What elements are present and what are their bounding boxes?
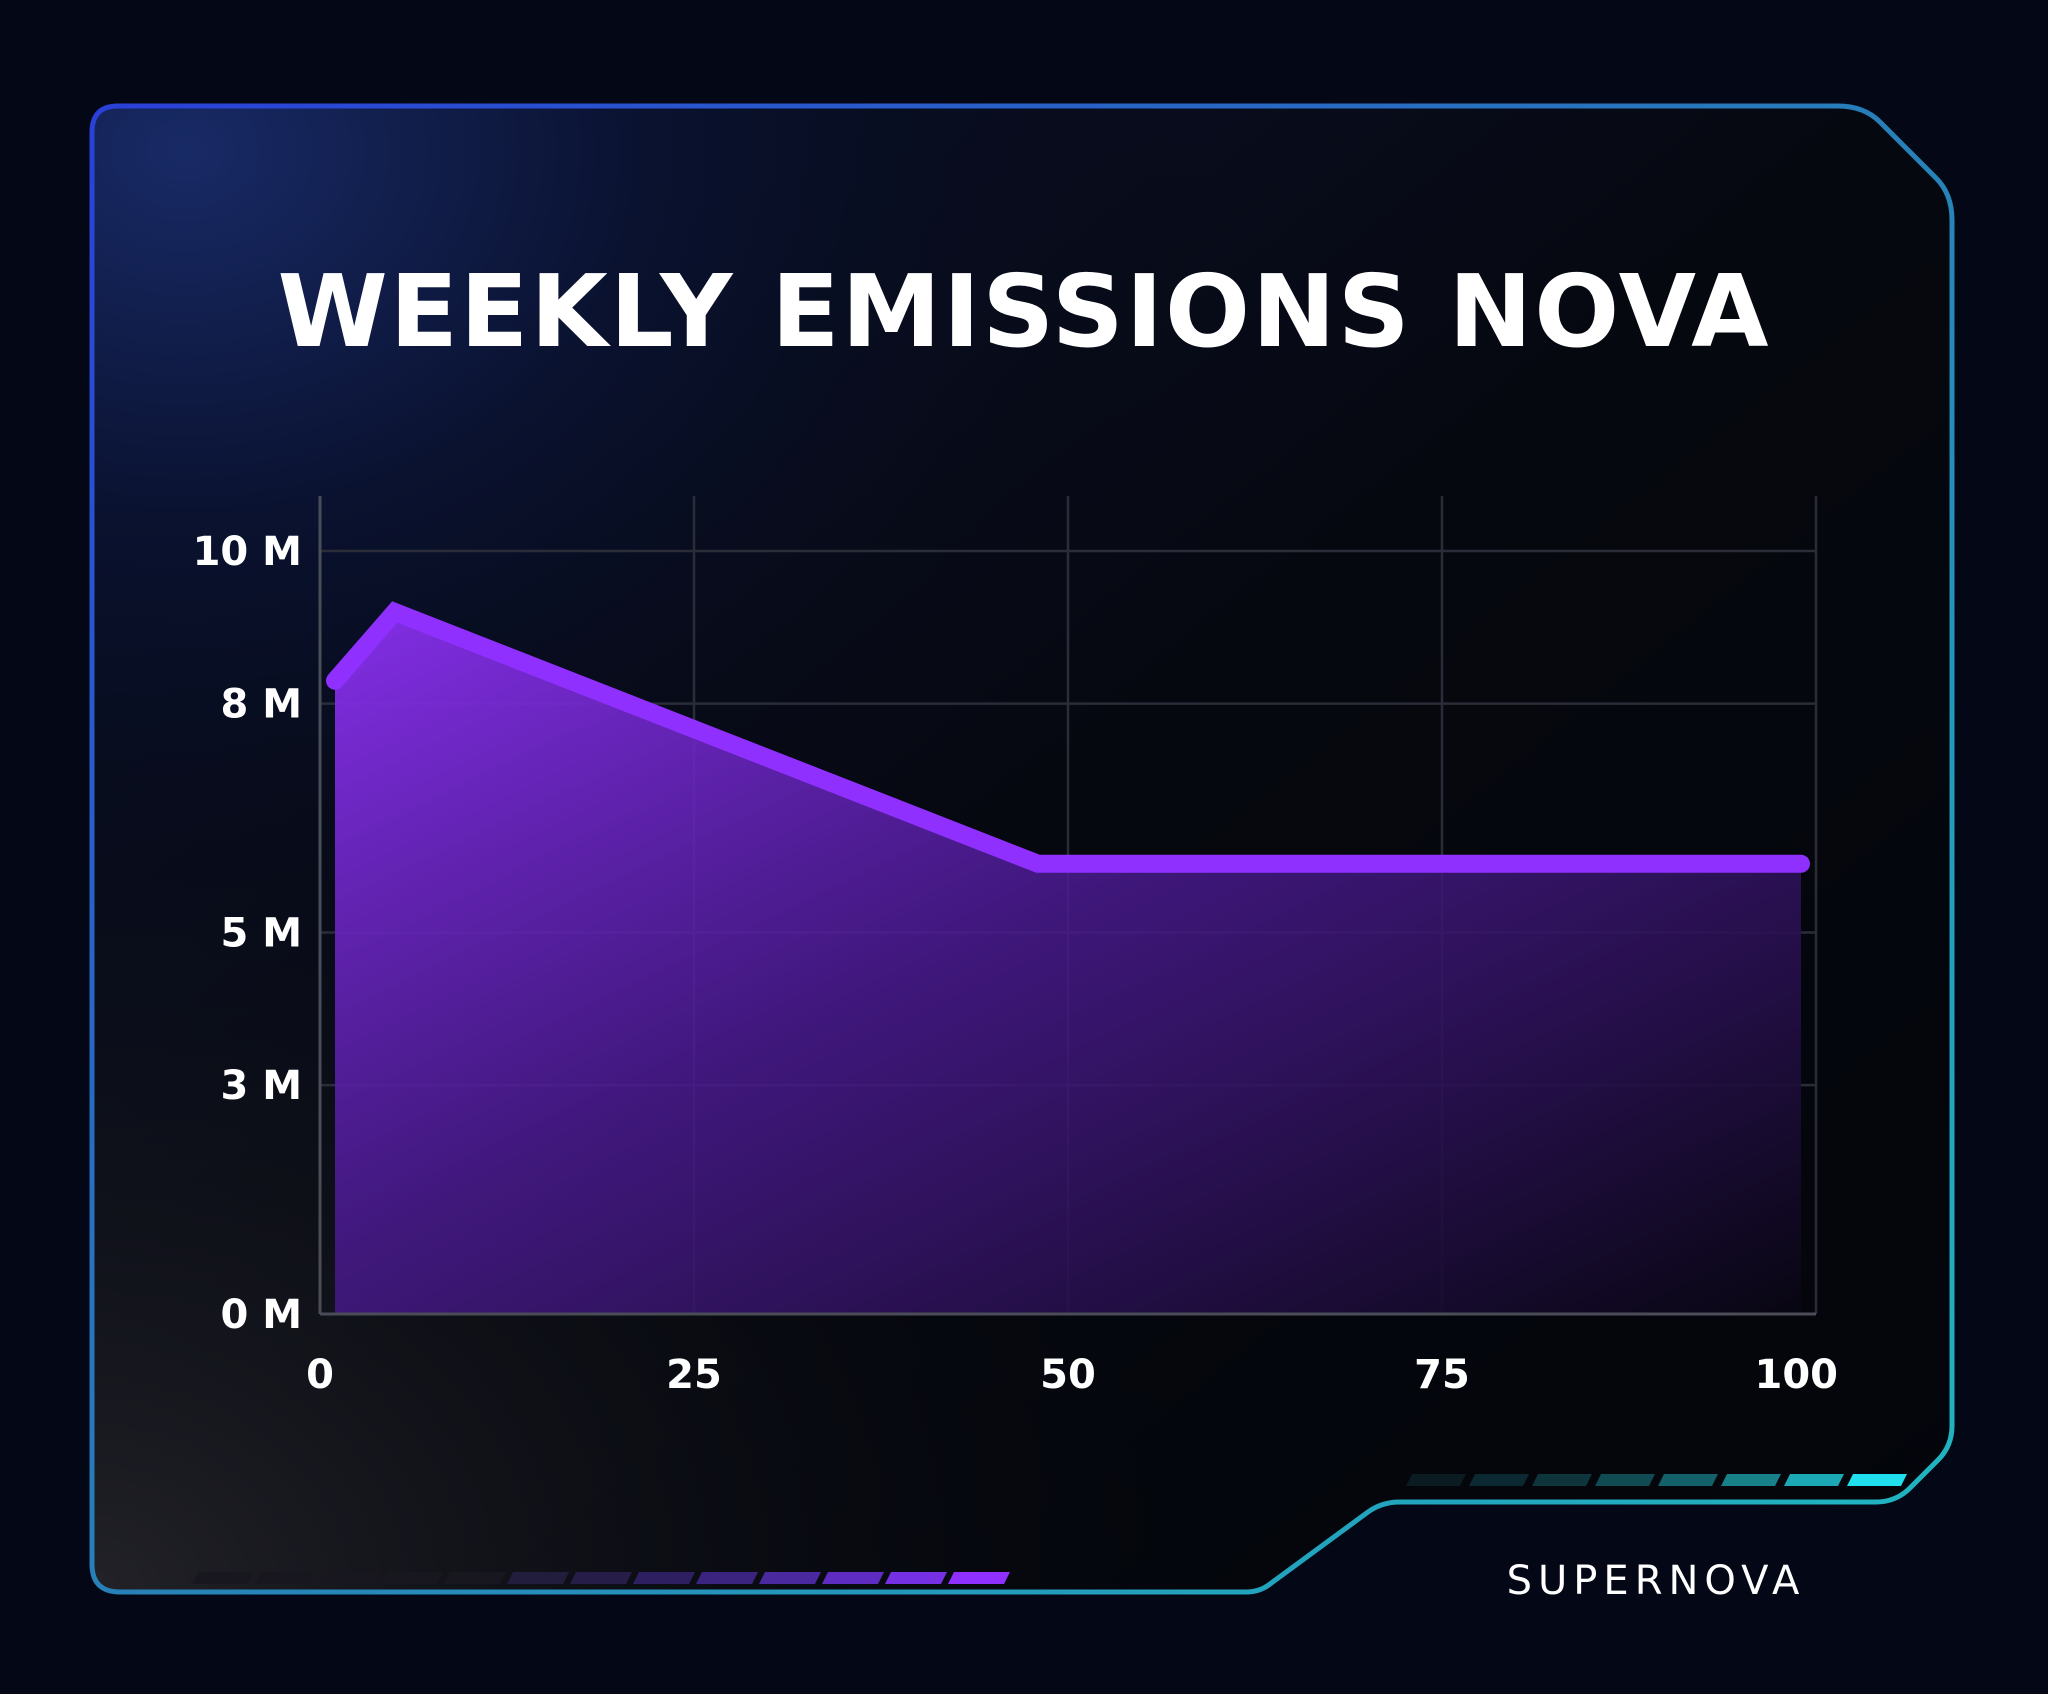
- purple-segment-bars: [192, 1572, 1010, 1584]
- purple-bar-segment: [759, 1572, 821, 1584]
- y-tick-label: 5 M: [220, 911, 302, 957]
- series-area-fill: [335, 612, 1801, 1314]
- purple-bar-segment: [192, 1572, 254, 1584]
- cyan-bar-segment: [1721, 1474, 1781, 1486]
- cyan-bar-segment: [1595, 1474, 1655, 1486]
- purple-bar-segment: [822, 1572, 884, 1584]
- x-tick-label: 75: [1414, 1352, 1470, 1398]
- y-tick-label: 0 M: [220, 1292, 302, 1338]
- axis-layer: [318, 496, 1816, 1316]
- purple-bar-segment: [381, 1572, 443, 1584]
- cyan-bar-segment: [1469, 1474, 1529, 1486]
- series-line: [326, 601, 1810, 873]
- purple-bar-segment: [948, 1572, 1010, 1584]
- y-tick-label: 10 M: [193, 529, 302, 575]
- x-tick-label: 50: [1040, 1352, 1096, 1398]
- y-tick-label: 3 M: [220, 1063, 302, 1109]
- cyan-segment-bars: [1406, 1474, 1907, 1486]
- purple-bar-segment: [570, 1572, 632, 1584]
- y-tick-label: 8 M: [220, 682, 302, 728]
- purple-bar-segment: [696, 1572, 758, 1584]
- purple-bar-segment: [507, 1572, 569, 1584]
- purple-bar-segment: [885, 1572, 947, 1584]
- purple-bar-segment: [318, 1572, 380, 1584]
- supernova-logo: SUPERNOVA: [1507, 1558, 1806, 1604]
- brand-wordmark: SUPERNOVA: [1507, 1558, 1806, 1604]
- cyan-bar-segment: [1847, 1474, 1907, 1486]
- purple-bar-segment: [444, 1572, 506, 1584]
- cyan-bar-segment: [1406, 1474, 1466, 1486]
- area-layer: [326, 601, 1810, 1314]
- chart-title: WEEKLY EMISSIONS NOVA: [277, 253, 1770, 370]
- x-tick-label: 100: [1755, 1352, 1839, 1398]
- cyan-bar-segment: [1784, 1474, 1844, 1486]
- x-tick-label: 25: [666, 1352, 722, 1398]
- panel-frame: [89, 103, 1955, 1595]
- purple-bar-segment: [255, 1572, 317, 1584]
- cyan-bar-segment: [1658, 1474, 1718, 1486]
- y-tick-labels: 0 M 3 M 5 M 8 M 10 M: [193, 529, 302, 1338]
- x-tick-labels: 0 25 50 75 100: [306, 1352, 1838, 1398]
- purple-bar-segment: [633, 1572, 695, 1584]
- x-tick-label: 0: [306, 1352, 334, 1398]
- cyan-bar-segment: [1532, 1474, 1592, 1486]
